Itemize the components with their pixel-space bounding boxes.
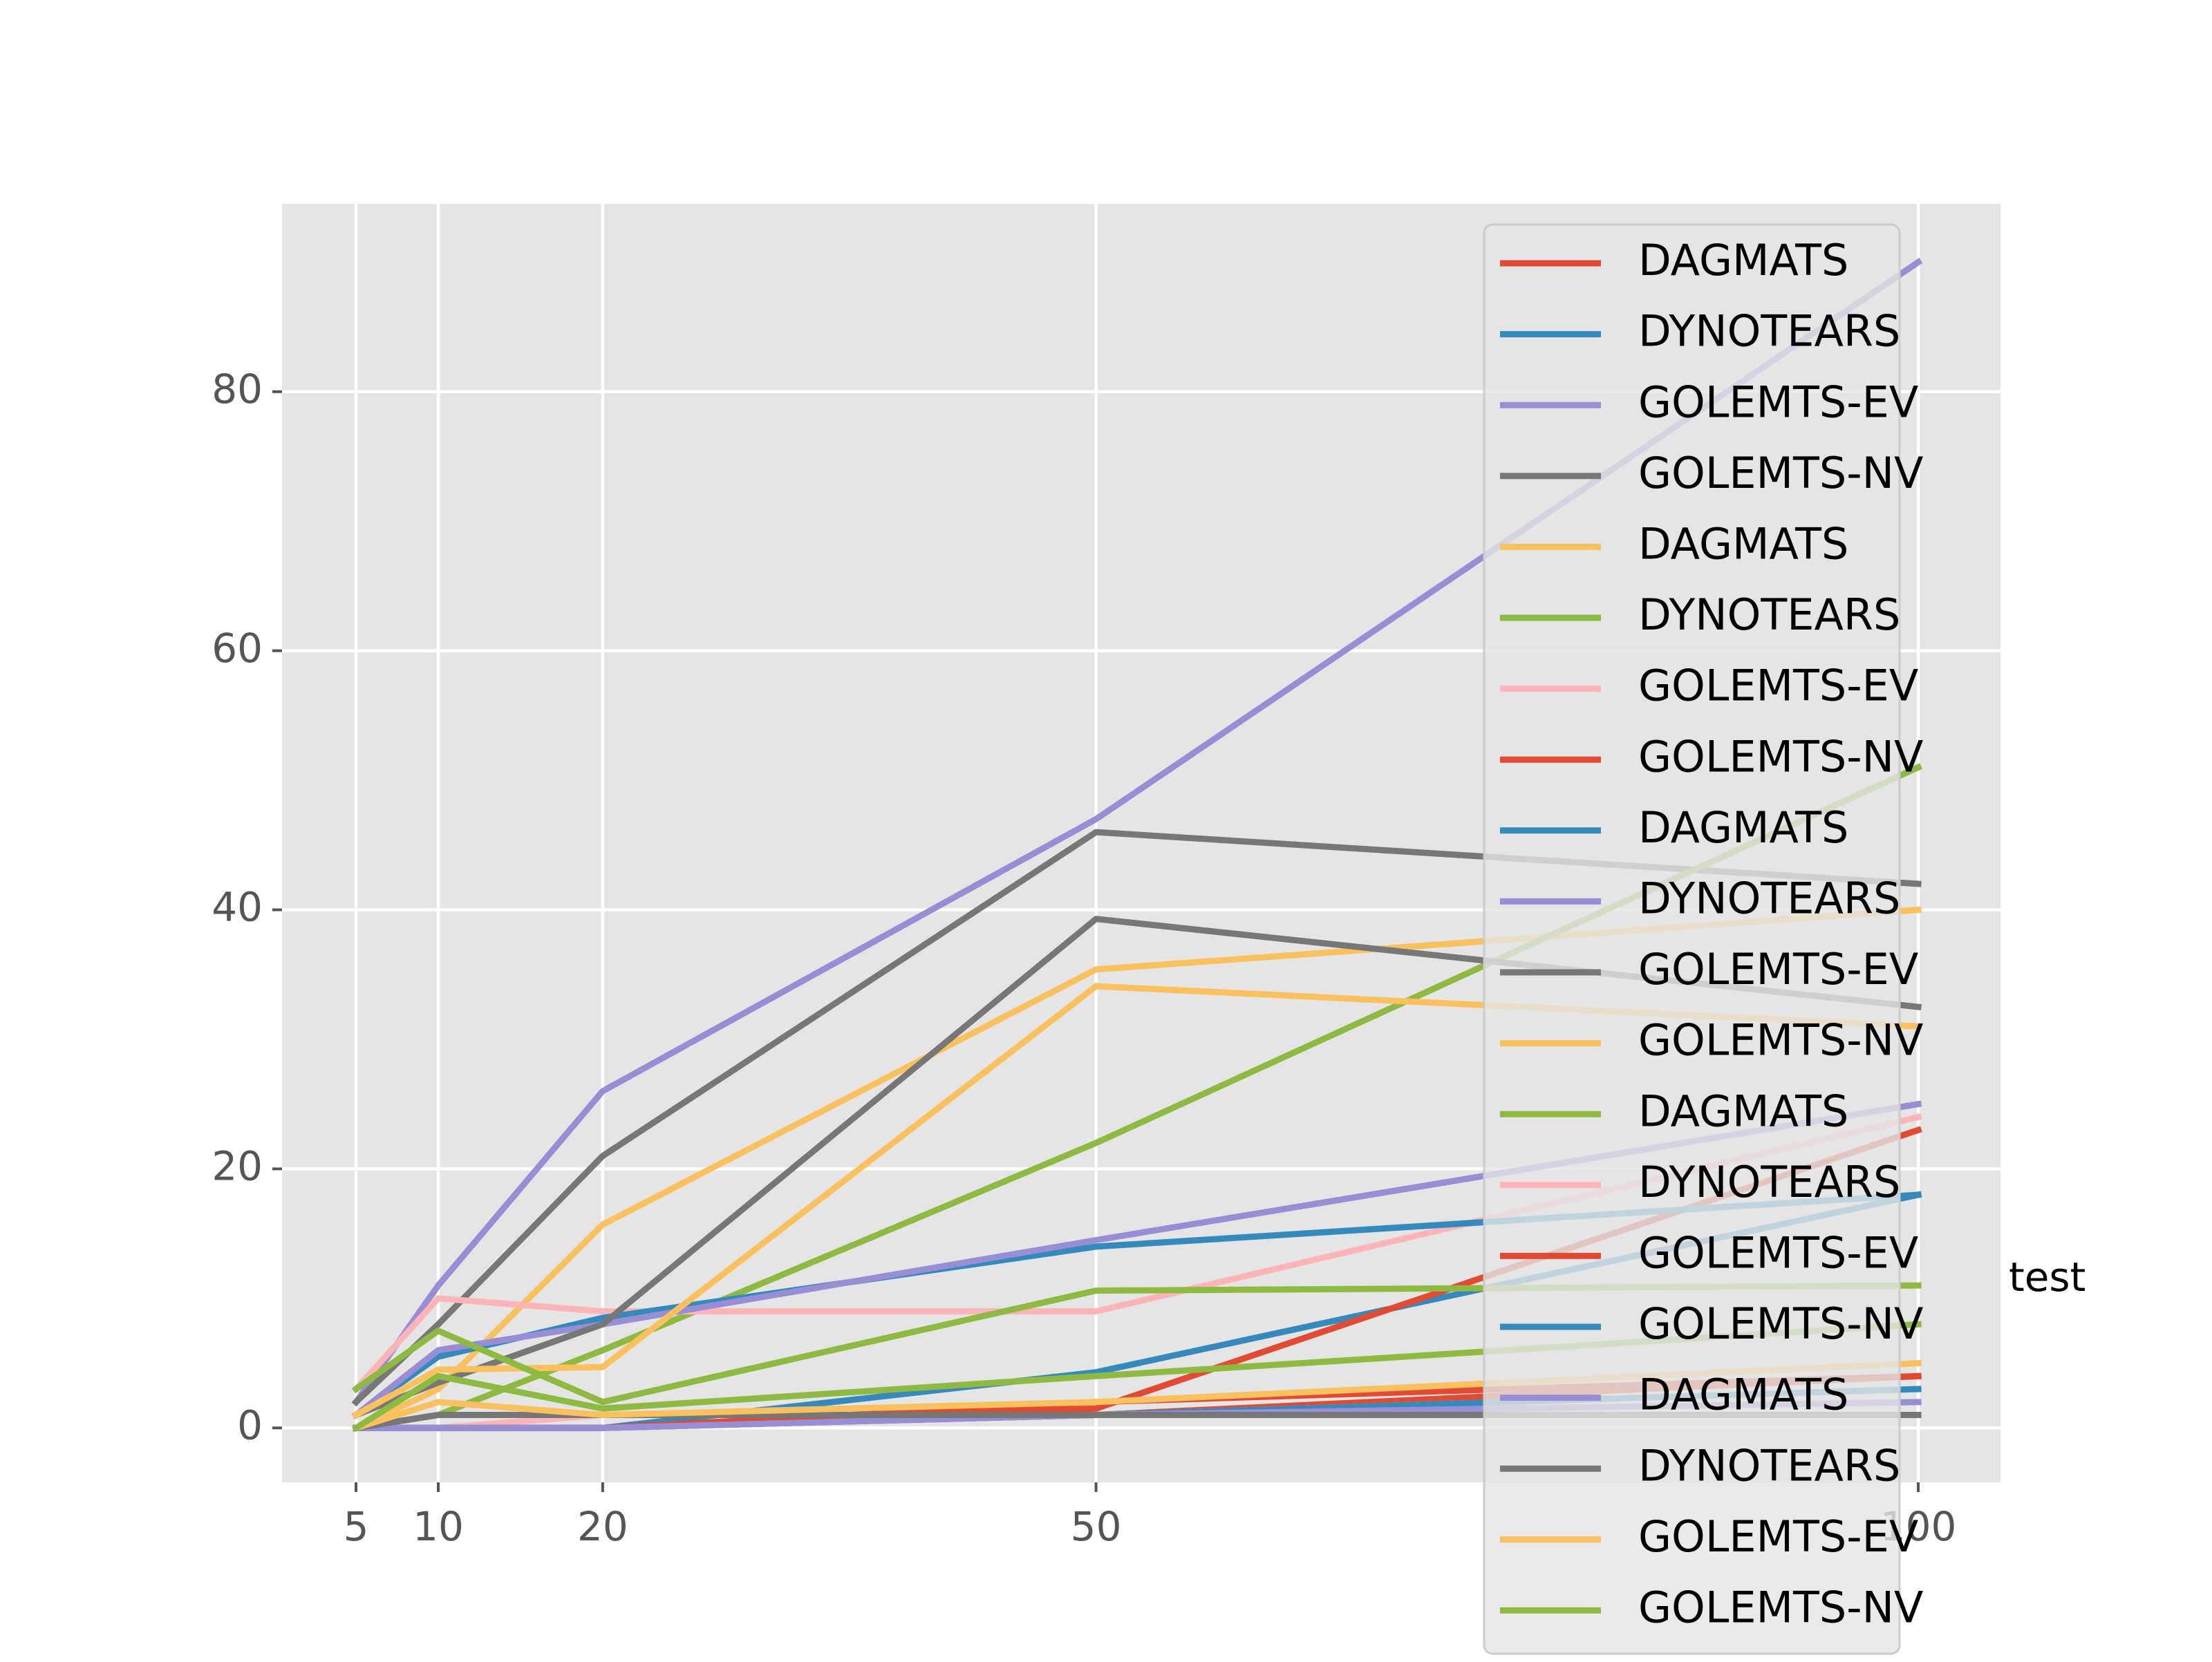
legend-entry-label: GOLEMTS-NV bbox=[1638, 1582, 1923, 1632]
x-tick-label: 50 bbox=[1071, 1503, 1122, 1550]
y-tick-label: 80 bbox=[212, 366, 263, 413]
legend-entry-label: GOLEMTS-NV bbox=[1638, 1299, 1923, 1349]
y-tick-label: 20 bbox=[212, 1143, 263, 1190]
series-line-7 bbox=[351, 1113, 1922, 1394]
legend-entry-label: GOLEMTS-NV bbox=[1638, 731, 1923, 782]
legend-entry-label: DAGMATS bbox=[1638, 235, 1848, 285]
x-tick-label: 5 bbox=[344, 1503, 369, 1550]
series-line-13 bbox=[351, 1282, 1922, 1406]
legend-entry-label: DAGMATS bbox=[1638, 802, 1848, 853]
legend-entry-label: GOLEMTS-NV bbox=[1638, 1015, 1923, 1066]
y-tick-label: 40 bbox=[212, 884, 263, 931]
legend-entry-label: DYNOTEARS bbox=[1638, 1157, 1900, 1207]
legend-entry-label: GOLEMTS-EV bbox=[1638, 1511, 1918, 1562]
legend-entry-label: DAGMATS bbox=[1638, 1086, 1848, 1136]
y-tick-label: 60 bbox=[212, 625, 263, 672]
legend-entry-label: DAGMATS bbox=[1638, 518, 1848, 569]
series-line-17 bbox=[353, 1399, 1922, 1431]
legend-entry-label: GOLEMTS-EV bbox=[1638, 377, 1918, 427]
annotation-label: test bbox=[2009, 1254, 2086, 1301]
series-line-9 bbox=[351, 1191, 1922, 1419]
legend-entry-label: DAGMATS bbox=[1638, 1370, 1848, 1420]
legend-entry-label: GOLEMTS-NV bbox=[1638, 448, 1923, 498]
x-tick-label: 20 bbox=[577, 1503, 628, 1550]
y-axis: 0 20 40 60 80 bbox=[212, 366, 282, 1448]
series-line-12 bbox=[351, 983, 1922, 1419]
series-line-19 bbox=[352, 1359, 1922, 1432]
legend-entry-label: GOLEMTS-EV bbox=[1638, 661, 1918, 711]
legend-entry-label: DYNOTEARS bbox=[1638, 589, 1900, 640]
series-lines bbox=[351, 258, 1923, 1433]
x-tick-label: 10 bbox=[413, 1503, 464, 1550]
legend-box bbox=[1483, 223, 1901, 1655]
legend-entry-label: GOLEMTS-EV bbox=[1638, 944, 1918, 994]
legend-entry-label: DYNOTEARS bbox=[1638, 873, 1900, 923]
legend-entry-label: GOLEMTS-EV bbox=[1638, 1227, 1918, 1278]
series-line-20 bbox=[351, 1321, 1922, 1433]
legend: DAGMATS DYNOTEARS GOLEMTS-EV GOLEMTS-NV DAGM… bbox=[1483, 223, 1923, 1655]
y-tick-label: 0 bbox=[237, 1401, 263, 1448]
legend-entry-label: DYNOTEARS bbox=[1638, 1440, 1900, 1491]
legend-entry-label: DYNOTEARS bbox=[1638, 306, 1900, 357]
